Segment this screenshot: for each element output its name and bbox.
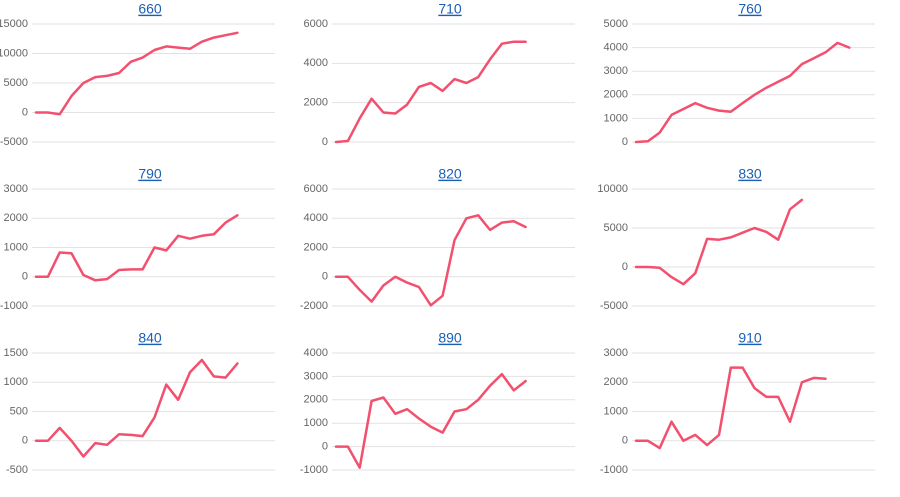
chart-panel: 790 -1000 0 1000 2000 3000 [0,166,275,312]
y-tick-label: 3000 [4,183,28,195]
y-tick-label: 10000 [597,183,628,195]
y-tick-label: -5000 [0,136,28,148]
y-tick-label: -1000 [300,464,328,476]
y-tick-label: -1000 [0,300,28,312]
y-tick-label: 0 [22,435,28,447]
y-tick-label: 3000 [604,347,628,359]
data-line [34,214,239,282]
chart-title[interactable]: 660 [138,1,162,17]
chart-title[interactable]: 820 [438,166,462,182]
y-tick-label: 1500 [4,347,28,359]
chart-title[interactable]: 790 [138,166,162,182]
chart-title[interactable]: 830 [738,166,762,182]
data-line [34,358,239,458]
y-tick-label: -5000 [600,300,628,312]
y-tick-label: 10000 [0,47,28,59]
chart-panel: 710 0 2000 4000 6000 [304,1,575,148]
y-tick-label: 4000 [604,42,628,54]
y-tick-label: 1000 [4,376,28,388]
data-line [634,198,804,286]
y-tick-label: 0 [622,261,628,273]
chart-title[interactable]: 910 [738,330,762,346]
y-tick-label: 5000 [4,77,28,89]
y-tick-label: 2000 [604,89,628,101]
data-line [334,372,527,469]
chart-panel: 820 -2000 0 2000 4000 6000 [300,166,575,312]
y-tick-label: 0 [622,136,628,148]
y-tick-label: 1000 [604,405,628,417]
data-line [634,366,827,450]
y-tick-label: 2000 [304,394,328,406]
y-tick-label: 500 [10,405,28,417]
chart-panel: 840 -500 0 500 1000 1500 [4,330,275,476]
chart-panel: 890 -1000 0 1000 2000 3000 4000 [300,330,575,476]
y-tick-label: 15000 [0,18,28,30]
y-tick-label: 0 [22,106,28,118]
data-line [334,214,527,307]
y-tick-label: 0 [622,435,628,447]
chart-panel: 760 0 1000 2000 3000 4000 5000 [604,1,875,148]
data-line [634,41,851,144]
chart-title[interactable]: 710 [438,1,462,17]
y-tick-label: 0 [22,271,28,283]
y-tick-label: 3000 [604,65,628,77]
y-tick-label: 4000 [304,212,328,224]
chart-panel: 660 -5000 0 5000 10000 15000 [0,1,275,148]
y-tick-label: 0 [322,441,328,453]
y-tick-label: -2000 [300,300,328,312]
y-tick-label: 2000 [4,212,28,224]
y-tick-label: 4000 [304,347,328,359]
y-tick-label: 1000 [604,112,628,124]
y-tick-label: 0 [322,136,328,148]
y-tick-label: 2000 [304,97,328,109]
y-tick-label: 2000 [304,241,328,253]
y-tick-label: 6000 [304,18,328,30]
y-tick-label: 1000 [4,241,28,253]
y-tick-label: 0 [322,271,328,283]
y-tick-label: 1000 [304,417,328,429]
data-line [334,40,527,144]
y-tick-label: -1000 [600,464,628,476]
y-tick-label: 3000 [304,370,328,382]
chart-title[interactable]: 840 [138,330,162,346]
chart-title[interactable]: 760 [738,1,762,17]
y-tick-label: 6000 [304,183,328,195]
chart-panel: 910 -1000 0 1000 2000 3000 [600,330,875,476]
chart-panel: 830 -5000 0 5000 10000 [597,166,875,312]
y-tick-label: -500 [6,464,28,476]
y-tick-label: 2000 [604,376,628,388]
y-tick-label: 5000 [604,222,628,234]
y-tick-label: 5000 [604,18,628,30]
chart-title[interactable]: 890 [438,330,462,346]
data-line [34,31,239,116]
y-tick-label: 4000 [304,57,328,69]
